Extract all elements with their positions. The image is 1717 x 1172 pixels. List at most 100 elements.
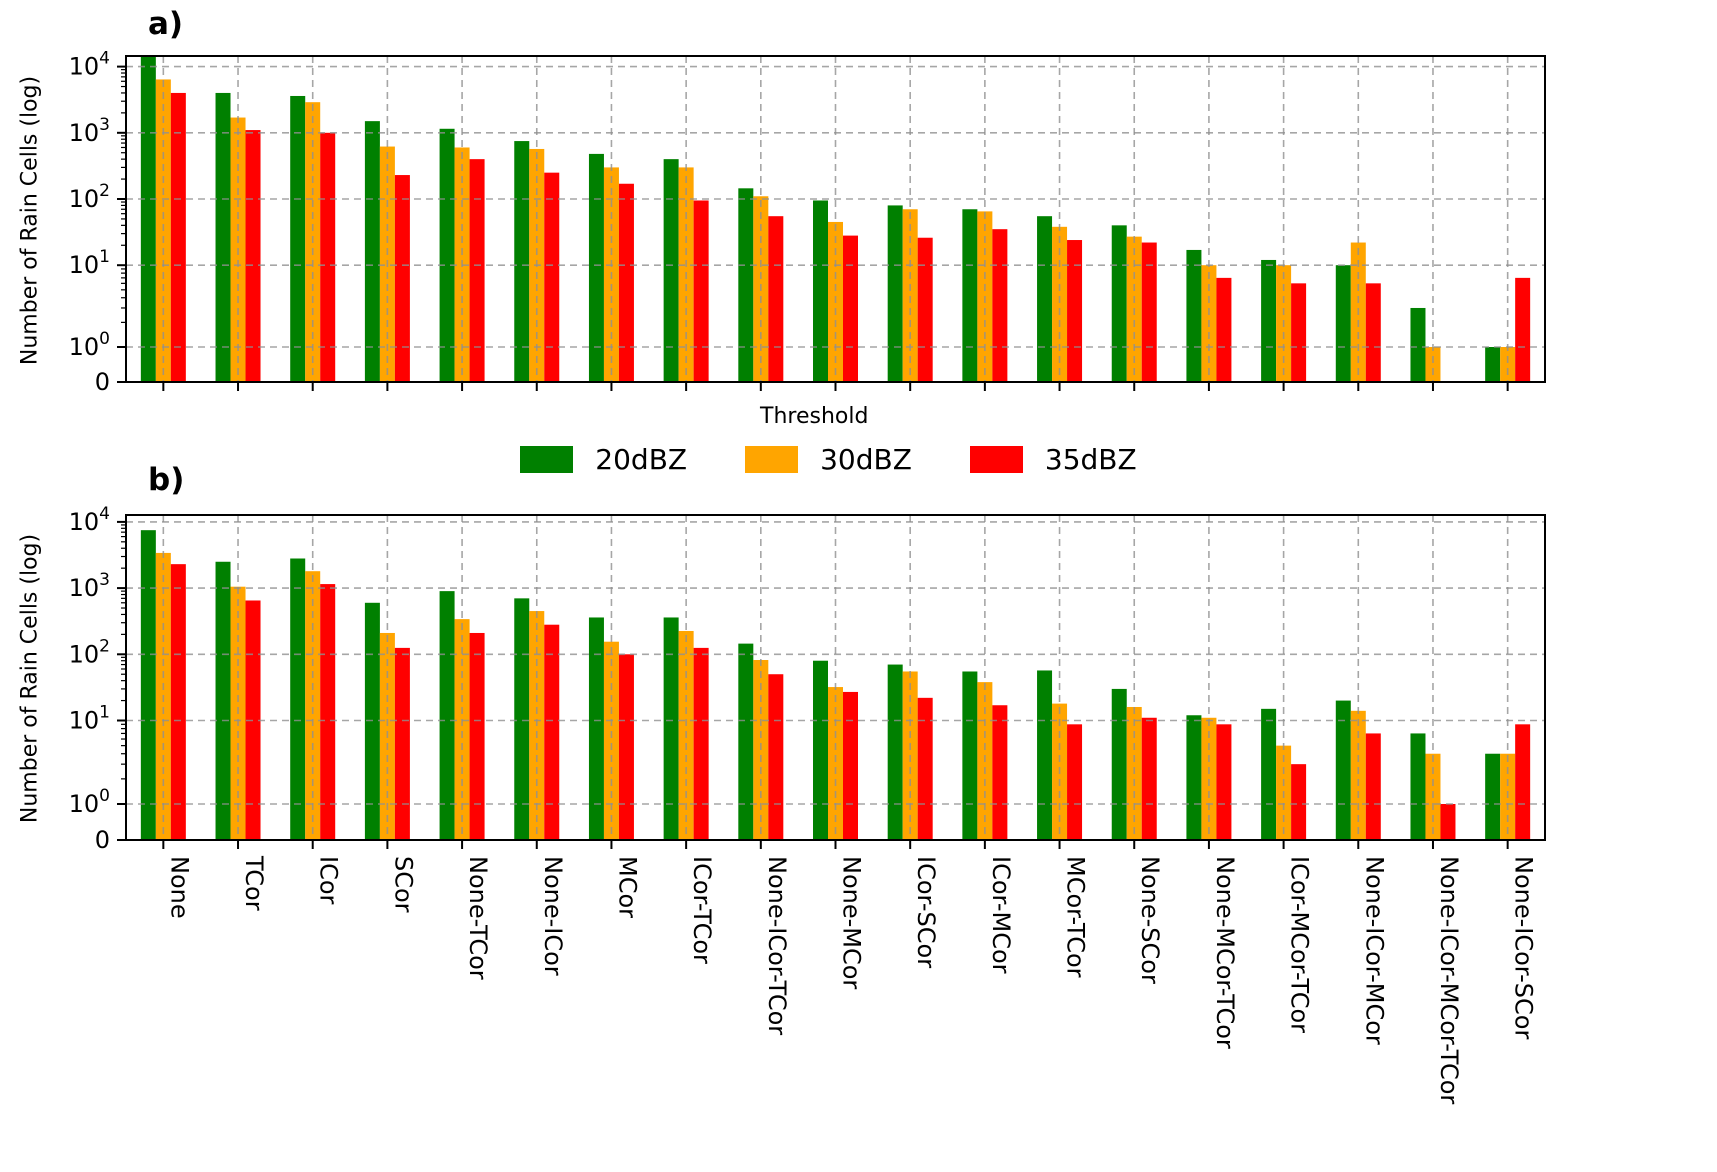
- bar-b-20dBZ-None-ICor-TCor: [738, 643, 754, 840]
- bar-a-20dBZ-SCor: [364, 121, 380, 382]
- bar-a-20dBZ-None-ICor-MCor-TCor: [1410, 307, 1426, 382]
- x-tick-label-ICor: ICor: [315, 856, 343, 905]
- bar-a-35dBZ-ICor-TCor: [693, 200, 709, 382]
- bar-b-20dBZ-None-ICor-MCor: [1335, 700, 1351, 840]
- bar-a-20dBZ-TCor: [215, 92, 231, 382]
- x-tick-label-None-MCor: None-MCor: [838, 856, 866, 989]
- y-tick-label: 0: [95, 826, 110, 854]
- bar-b-20dBZ-None-SCor: [1111, 688, 1127, 840]
- x-tick-label-None-ICor-MCor: None-ICor-MCor: [1360, 856, 1388, 1045]
- bar-b-20dBZ-MCor: [588, 617, 604, 840]
- legend-item-35dbz: 35dBZ: [969, 443, 1137, 476]
- bar-a-20dBZ-ICor-SCor: [887, 205, 903, 382]
- bar-b-35dBZ-None-ICor-SCor: [1515, 724, 1531, 840]
- bar-b-35dBZ-ICor-TCor: [693, 647, 709, 840]
- bar-a-35dBZ-None-MCor: [843, 235, 858, 382]
- bar-b-30dBZ-None-ICor-MCor: [1350, 710, 1366, 840]
- bar-a-35dBZ-None: [170, 92, 186, 382]
- bar-b-30dBZ-ICor: [305, 571, 321, 840]
- bar-b-35dBZ-None-SCor: [1141, 717, 1157, 840]
- legend-item-20dbz: 20dBZ: [520, 443, 687, 476]
- y-tick-label: 103: [69, 570, 110, 602]
- bar-a-35dBZ-MCor-TCor: [1067, 240, 1083, 382]
- y-tick-label: 103: [69, 115, 110, 147]
- bar-a-30dBZ-None-ICor-MCor-TCor: [1425, 347, 1441, 382]
- bar-a-20dBZ-None: [140, 56, 156, 382]
- x-tick-label-None-TCor: None-TCor: [464, 856, 492, 980]
- panel-a-y-axis-label: Number of Rain Cells (log): [17, 75, 43, 366]
- bar-a-20dBZ-None-ICor: [514, 141, 530, 382]
- x-tick-label-MCor: MCor: [613, 856, 641, 918]
- bar-b-20dBZ-None-MCor-TCor: [1186, 715, 1202, 840]
- bar-a-35dBZ-None-TCor: [469, 159, 485, 382]
- panel-b-y-axis-label: Number of Rain Cells (log): [17, 533, 43, 824]
- y-tick-label: 101: [69, 247, 110, 279]
- bar-b-35dBZ-MCor-TCor: [1067, 724, 1083, 840]
- bar-b-20dBZ-ICor: [290, 558, 306, 840]
- bar-b-35dBZ-ICor: [320, 584, 336, 840]
- y-tick-label: 102: [69, 181, 110, 213]
- x-tick-label-None-ICor-TCor: None-ICor-TCor: [763, 856, 791, 1035]
- x-tick-label-SCor: SCor: [389, 856, 417, 913]
- bar-a-20dBZ-None-ICor-TCor: [738, 188, 754, 382]
- x-tick-label-None-SCor: None-SCor: [1136, 856, 1164, 984]
- bar-b-20dBZ-TCor: [215, 561, 231, 840]
- bar-a-30dBZ-ICor-SCor: [902, 209, 918, 382]
- bar-a-35dBZ-None-ICor: [544, 172, 560, 382]
- x-tick-label-ICor-MCor: ICor-MCor: [987, 856, 1015, 974]
- bar-a-35dBZ-None-SCor: [1141, 242, 1157, 382]
- y-tick-label: 102: [69, 636, 110, 668]
- bar-b-35dBZ-None-ICor-MCor-TCor: [1440, 804, 1456, 840]
- bar-a-20dBZ-ICor-MCor-TCor: [1261, 259, 1277, 382]
- bar-b-20dBZ-ICor-MCor: [962, 671, 978, 840]
- bar-b-30dBZ-None-TCor: [454, 619, 470, 840]
- x-tick-label-None-MCor-TCor: None-MCor-TCor: [1211, 856, 1239, 1049]
- bar-a-30dBZ-None-ICor-SCor: [1500, 347, 1516, 382]
- y-tick-label: 0: [95, 368, 110, 396]
- x-tick-label-None-ICor: None-ICor: [539, 856, 567, 976]
- bar-b-35dBZ-SCor: [394, 647, 410, 840]
- bar-b-20dBZ-SCor: [364, 602, 380, 840]
- x-tick-label-None-ICor-MCor-TCor: None-ICor-MCor-TCor: [1435, 856, 1463, 1104]
- bar-b-20dBZ-ICor-SCor: [887, 664, 903, 840]
- bar-b-20dBZ-None-ICor-MCor-TCor: [1410, 733, 1426, 840]
- bar-b-20dBZ-MCor-TCor: [1037, 670, 1053, 840]
- bar-b-35dBZ-None-ICor-MCor: [1365, 733, 1381, 840]
- bar-b-30dBZ-None-MCor-TCor: [1201, 717, 1217, 840]
- legend-swatch-20dbz: [520, 446, 574, 473]
- bar-a-35dBZ-SCor: [394, 175, 410, 382]
- bar-a-35dBZ-ICor: [320, 132, 336, 382]
- bar-b-20dBZ-None: [140, 530, 156, 840]
- bar-b-30dBZ-MCor: [603, 641, 619, 840]
- bar-b-20dBZ-None-ICor-SCor: [1485, 753, 1501, 840]
- bar-a-35dBZ-ICor-MCor: [992, 229, 1008, 382]
- legend-swatch-35dbz: [969, 446, 1023, 473]
- y-tick-label: 101: [69, 703, 110, 735]
- bar-b-30dBZ-None-MCor: [828, 687, 843, 840]
- legend-label-35dbz: 35dBZ: [1044, 443, 1137, 476]
- panel-a-letter: a): [148, 6, 184, 42]
- bar-a-35dBZ-None-ICor-MCor: [1365, 283, 1381, 382]
- legend-label-30dbz: 30dBZ: [820, 443, 912, 476]
- bar-b-35dBZ-ICor-SCor: [917, 697, 933, 840]
- bar-a-35dBZ-ICor-SCor: [917, 237, 933, 382]
- panel-b-letter: b): [148, 462, 185, 498]
- bar-a-35dBZ-None-ICor-TCor: [768, 216, 784, 382]
- bar-a-20dBZ-ICor-MCor: [962, 209, 978, 382]
- y-tick-label: 100: [69, 786, 110, 818]
- bar-a-35dBZ-ICor-MCor-TCor: [1291, 283, 1307, 382]
- bar-b-35dBZ-None-ICor-TCor: [768, 674, 784, 840]
- bar-a-20dBZ-None-MCor-TCor: [1186, 249, 1202, 382]
- bar-b-30dBZ-None-ICor-TCor: [753, 660, 769, 840]
- bar-b-20dBZ-None-MCor: [813, 660, 828, 840]
- bar-a-20dBZ-ICor-TCor: [663, 159, 679, 382]
- legend: 20dBZ 30dBZ 35dBZ: [0, 443, 1657, 476]
- bar-b-20dBZ-None-TCor: [439, 591, 455, 840]
- x-tick-label-ICor-MCor-TCor: ICor-MCor-TCor: [1286, 856, 1314, 1033]
- bar-a-20dBZ-None-TCor: [439, 128, 455, 382]
- bar-b-20dBZ-ICor-TCor: [663, 617, 679, 840]
- x-tick-label-None: None: [165, 856, 193, 919]
- x-tick-label-TCor: TCor: [240, 855, 268, 911]
- bar-b-20dBZ-ICor-MCor-TCor: [1261, 708, 1277, 840]
